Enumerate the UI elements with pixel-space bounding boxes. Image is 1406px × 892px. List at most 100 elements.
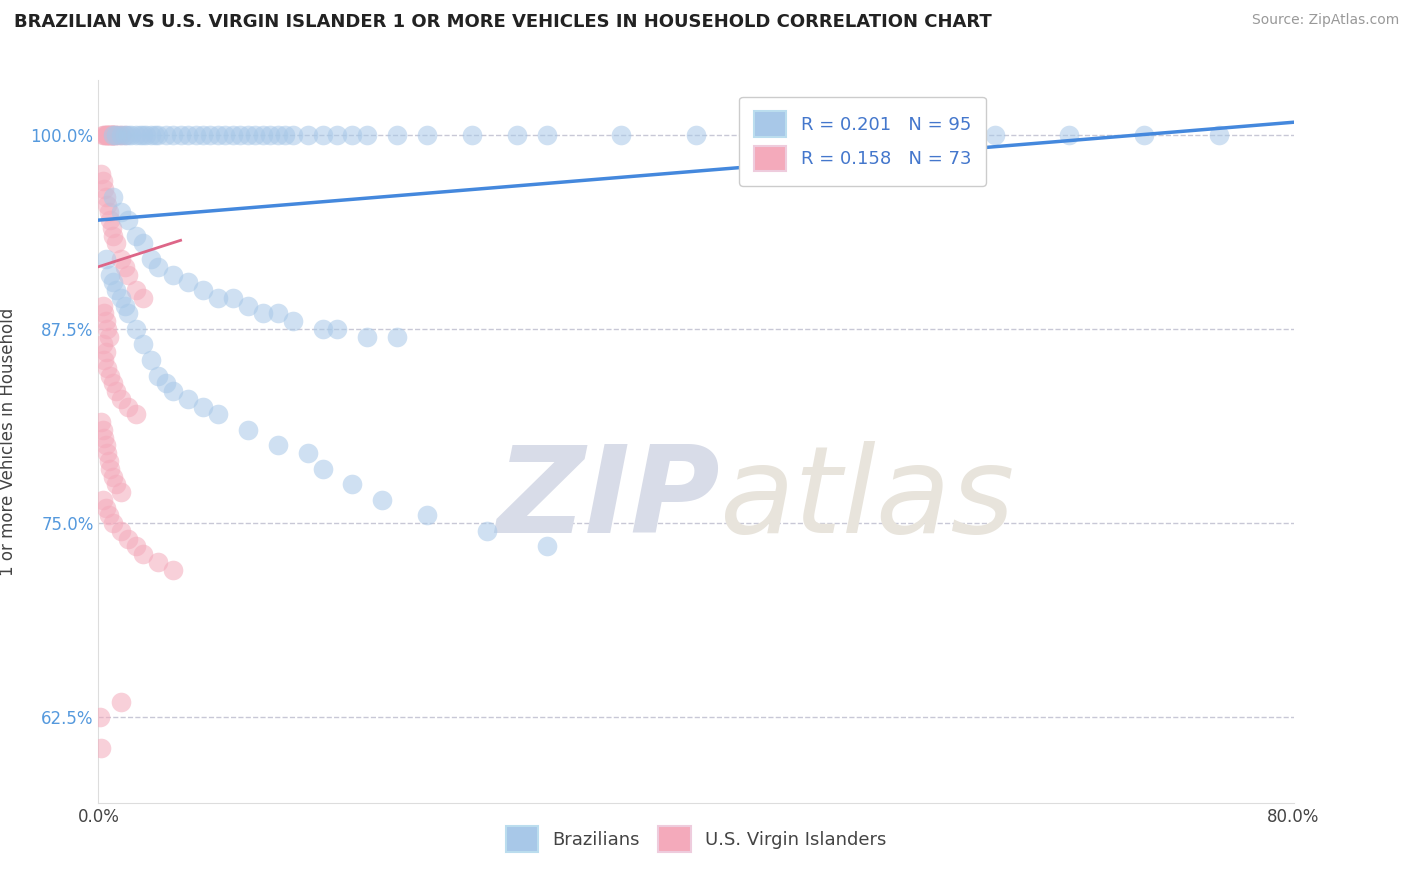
Point bbox=[96, 446, 118, 460]
Point bbox=[91, 423, 114, 437]
Point bbox=[101, 220, 124, 235]
Point bbox=[416, 128, 439, 142]
Point bbox=[94, 438, 117, 452]
Point bbox=[191, 400, 214, 414]
Point bbox=[129, 128, 152, 142]
Point bbox=[416, 508, 439, 523]
Point bbox=[117, 128, 139, 142]
Point bbox=[461, 128, 484, 142]
Point bbox=[139, 353, 162, 368]
Point bbox=[908, 128, 931, 142]
Point bbox=[610, 128, 633, 142]
Point bbox=[207, 408, 229, 422]
Text: BRAZILIAN VS U.S. VIRGIN ISLANDER 1 OR MORE VEHICLES IN HOUSEHOLD CORRELATION CH: BRAZILIAN VS U.S. VIRGIN ISLANDER 1 OR M… bbox=[14, 13, 991, 31]
Point bbox=[281, 128, 304, 142]
Point bbox=[103, 190, 125, 204]
Point bbox=[385, 128, 409, 142]
Point bbox=[94, 128, 117, 142]
Point bbox=[96, 197, 118, 211]
Point bbox=[110, 485, 132, 500]
Point bbox=[96, 360, 118, 375]
Point bbox=[1059, 128, 1081, 142]
Point bbox=[94, 314, 117, 328]
Point bbox=[110, 252, 132, 266]
Point bbox=[236, 423, 259, 437]
Point bbox=[342, 477, 364, 491]
Point bbox=[114, 128, 136, 142]
Point bbox=[91, 492, 114, 507]
Point bbox=[356, 128, 378, 142]
Point bbox=[94, 190, 117, 204]
Point bbox=[103, 128, 125, 142]
Point bbox=[236, 299, 259, 313]
Point bbox=[155, 376, 177, 391]
Point bbox=[177, 128, 200, 142]
Point bbox=[385, 329, 409, 343]
Point bbox=[114, 299, 136, 313]
Point bbox=[103, 228, 125, 243]
Point bbox=[139, 252, 162, 266]
Point bbox=[297, 128, 319, 142]
Point bbox=[222, 291, 245, 305]
Point bbox=[117, 532, 139, 546]
Point bbox=[125, 322, 148, 336]
Point bbox=[536, 128, 558, 142]
Point bbox=[759, 128, 782, 142]
Point bbox=[222, 128, 245, 142]
Point bbox=[267, 306, 290, 320]
Point bbox=[267, 438, 290, 452]
Point bbox=[191, 128, 214, 142]
Point bbox=[96, 128, 118, 142]
Point bbox=[371, 492, 394, 507]
Point bbox=[252, 128, 274, 142]
Point bbox=[207, 128, 229, 142]
Point bbox=[90, 167, 112, 181]
Point bbox=[506, 128, 529, 142]
Point bbox=[132, 547, 155, 561]
Point bbox=[103, 469, 125, 483]
Point bbox=[94, 345, 117, 359]
Point bbox=[132, 236, 155, 251]
Point bbox=[103, 128, 125, 142]
Point bbox=[132, 337, 155, 351]
Point bbox=[110, 524, 132, 538]
Point bbox=[105, 384, 128, 398]
Point bbox=[984, 128, 1007, 142]
Point bbox=[252, 306, 274, 320]
Point bbox=[103, 128, 125, 142]
Point bbox=[89, 710, 111, 724]
Point bbox=[93, 182, 115, 196]
Legend: Brazilians, U.S. Virgin Islanders: Brazilians, U.S. Virgin Islanders bbox=[498, 819, 894, 859]
Point bbox=[97, 454, 120, 468]
Point bbox=[98, 461, 122, 475]
Point bbox=[177, 392, 200, 406]
Point bbox=[1208, 128, 1230, 142]
Point bbox=[200, 128, 222, 142]
Point bbox=[94, 252, 117, 266]
Point bbox=[148, 368, 170, 383]
Point bbox=[342, 128, 364, 142]
Point bbox=[236, 128, 259, 142]
Point bbox=[110, 128, 132, 142]
Point bbox=[97, 329, 120, 343]
Point bbox=[245, 128, 267, 142]
Point bbox=[120, 128, 142, 142]
Point bbox=[184, 128, 207, 142]
Point bbox=[177, 275, 200, 289]
Point bbox=[110, 205, 132, 219]
Point bbox=[97, 205, 120, 219]
Point bbox=[90, 415, 112, 429]
Point bbox=[107, 128, 129, 142]
Point bbox=[143, 128, 166, 142]
Point bbox=[91, 299, 114, 313]
Point bbox=[475, 524, 498, 538]
Point bbox=[101, 128, 124, 142]
Point bbox=[191, 283, 214, 297]
Point bbox=[311, 322, 333, 336]
Point bbox=[162, 128, 184, 142]
Point bbox=[125, 228, 148, 243]
Point bbox=[105, 128, 128, 142]
Point bbox=[110, 392, 132, 406]
Point bbox=[125, 540, 148, 554]
Point bbox=[105, 236, 128, 251]
